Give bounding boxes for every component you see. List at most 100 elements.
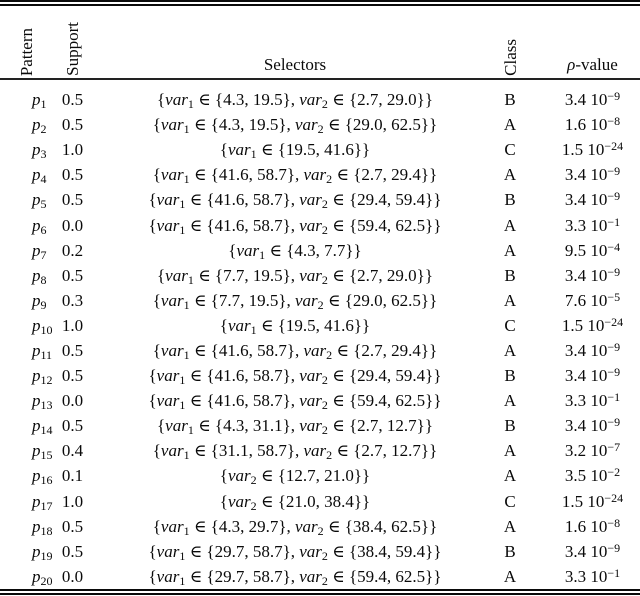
rho-exponent: −24	[604, 314, 624, 329]
class-cell: A	[503, 290, 517, 310]
table-row: p1 0.5 {var1 ∈ {4.3, 19.5}, var2 ∈ {2.7, 2…	[0, 87, 640, 112]
rho-exponent: −9	[607, 540, 621, 555]
support-cell: 0.5	[61, 541, 84, 561]
selector-var-name: var	[303, 441, 327, 461]
pattern-cell: p20	[0, 566, 53, 588]
pattern-cell: p9	[0, 292, 50, 311]
table-row: p19 0.5 {var1 ∈ {29.7, 58.7}, var2 ∈ {38.4…	[0, 539, 640, 564]
pattern-subscript: 1	[40, 97, 47, 112]
selectors-cell: {var1 ∈ {29.7, 58.7}, var2 ∈ {38.4, 59.4…	[148, 541, 442, 563]
support-cell: 1.0	[61, 140, 84, 160]
class-cell: A	[503, 165, 517, 185]
rho-value-cell: 3.4 10−9	[564, 540, 621, 561]
rho-exponent: −8	[607, 515, 621, 530]
selector-var-subscript: 1	[179, 222, 186, 237]
class-cell: C	[504, 315, 516, 335]
support-cell: 0.5	[61, 165, 84, 185]
table-row: p20 0.0 {var1 ∈ {29.7, 58.7}, var2 ∈ {59.4…	[0, 564, 640, 589]
selector-var-name: var	[156, 566, 180, 586]
pattern-letter: p	[32, 566, 41, 586]
header-pattern-label: Pattern	[17, 27, 36, 76]
selector-var-subscript: 1	[179, 373, 186, 388]
pattern-letter: p	[32, 516, 41, 536]
rho-exponent: −24	[604, 139, 624, 154]
class-cell: B	[504, 190, 516, 210]
pattern-subscript: 13	[40, 398, 53, 413]
header-separator-rule	[0, 78, 640, 80]
pattern-subscript: 3	[40, 147, 47, 162]
support-cell: 1.0	[61, 491, 84, 511]
table-row: p18 0.5 {var1 ∈ {4.3, 29.7}, var2 ∈ {38.4,…	[0, 514, 640, 539]
class-cell: A	[503, 115, 517, 135]
header-rho-value-label: ρ-value	[567, 55, 618, 78]
rho-exponent: −4	[607, 239, 621, 254]
rho-value-cell: 3.4 10−9	[564, 365, 621, 386]
rho-exponent: −9	[607, 339, 621, 354]
table-body: p1 0.5 {var1 ∈ {4.3, 19.5}, var2 ∈ {2.7, 2…	[0, 80, 640, 589]
selector-var-subscript: 1	[179, 573, 186, 588]
pattern-subscript: 20	[40, 573, 53, 588]
class-cell: B	[504, 541, 516, 561]
selector-var-name: var	[299, 265, 322, 285]
pattern-letter: p	[32, 441, 41, 461]
pattern-subscript: 18	[40, 523, 53, 538]
table-row: p6 0.0 {var1 ∈ {41.6, 58.7}, var2 ∈ {59.4,…	[0, 212, 640, 237]
selector-var-name: var	[160, 290, 184, 310]
rho-value-cell: 1.6 10−8	[564, 515, 621, 536]
selector-var-name: var	[227, 315, 251, 335]
table-row: p5 0.5 {var1 ∈ {41.6, 58.7}, var2 ∈ {29.4,…	[0, 187, 640, 212]
selector-var-name: var	[160, 340, 184, 360]
class-cell: A	[503, 391, 517, 411]
pattern-cell: p17	[0, 493, 53, 512]
selectors-cell: {var1 ∈ {4.3, 31.1}, var2 ∈ {2.7, 12.7}}	[157, 416, 433, 438]
pattern-cell: p3	[0, 140, 50, 162]
rho-exponent: −9	[607, 89, 621, 104]
selector-var-name: var	[156, 366, 180, 386]
header-cell-support: Support	[50, 22, 95, 78]
selectors-cell: {var1 ∈ {4.3, 29.7}, var2 ∈ {38.4, 62.5}…	[152, 516, 438, 538]
support-cell: 0.4	[61, 441, 84, 461]
support-cell: 0.5	[61, 516, 84, 536]
class-cell: B	[504, 90, 516, 110]
support-cell: 0.0	[61, 215, 84, 235]
table-row: p2 0.5 {var1 ∈ {4.3, 19.5}, var2 ∈ {29.0, …	[0, 112, 640, 137]
pattern-letter: p	[32, 391, 41, 411]
table-row: p3 1.0 {var1 ∈ {19.5, 41.6}} C 1.5 10−24	[0, 137, 640, 162]
pattern-cell: p14	[0, 417, 53, 436]
selector-var-subscript: 2	[317, 122, 324, 137]
rho-value-cell: 3.3 10−1	[564, 565, 621, 586]
rho-exponent: −1	[607, 565, 621, 580]
class-cell: A	[503, 466, 517, 486]
rho-value-cell: 9.5 10−4	[564, 239, 621, 260]
pattern-letter: p	[32, 140, 41, 160]
selector-var-name: var	[299, 416, 322, 436]
class-cell: A	[503, 240, 517, 260]
selector-var-name: var	[236, 240, 260, 260]
selector-var-subscript: 1	[259, 247, 266, 262]
pattern-letter: p	[32, 265, 41, 285]
class-cell: B	[504, 265, 516, 285]
selectors-cell: {var1 ∈ {19.5, 41.6}}	[219, 315, 371, 337]
pattern-cell: p16	[0, 467, 53, 486]
pattern-cell: p2	[0, 116, 50, 135]
selector-var-name: var	[295, 290, 318, 310]
support-cell: 0.2	[61, 240, 84, 260]
selector-var-name: var	[303, 340, 327, 360]
header-selectors-label: Selectors	[263, 55, 327, 74]
selector-var-name: var	[165, 265, 188, 285]
pattern-subscript: 5	[40, 197, 47, 212]
selector-var-name: var	[299, 366, 322, 386]
selectors-cell: {var1 ∈ {41.6, 58.7}, var2 ∈ {59.4, 62.5…	[148, 215, 442, 237]
support-cell: 0.5	[61, 366, 84, 386]
support-cell: 0.5	[61, 416, 84, 436]
rho-value-cell: 3.4 10−9	[564, 415, 621, 436]
selector-var-subscript: 2	[326, 347, 333, 362]
pattern-letter: p	[32, 215, 41, 235]
selector-var-subscript: 2	[317, 523, 324, 538]
selector-var-name: var	[227, 140, 251, 160]
selector-var-subscript: 2	[326, 172, 333, 187]
selector-var-name: var	[160, 441, 184, 461]
rho-exponent: −9	[607, 164, 621, 179]
selectors-cell: {var1 ∈ {19.5, 41.6}}	[219, 140, 371, 162]
